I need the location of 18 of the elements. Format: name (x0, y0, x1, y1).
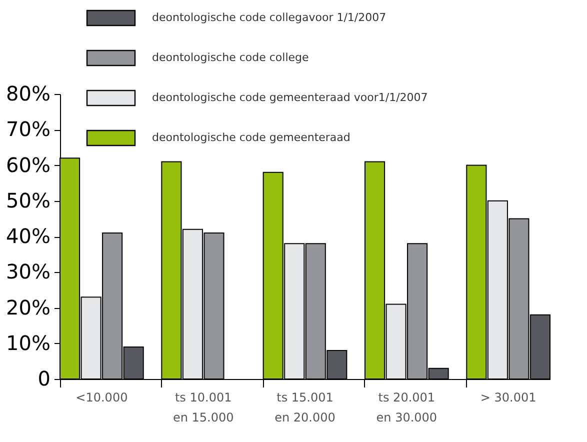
legend-label: deontologische code gemeenteraad voor1/1/2007 (152, 91, 428, 104)
legend-label: deontologische code collegavoor 1/1/2007 (152, 11, 386, 24)
x-tick-label: ts 20.001 en 30.000 (376, 390, 438, 424)
y-tick-label: 0 (38, 366, 50, 390)
legend-label: deontologische code gemeenteraad (152, 131, 350, 144)
y-tick-label: 50% (6, 188, 50, 212)
y-tick-label: 60% (6, 152, 50, 177)
y-tick-label: 70% (6, 117, 50, 142)
y-tick-label: 80% (6, 82, 50, 106)
y-tick-label: 10% (6, 330, 50, 355)
x-tick-label: <10.000 (76, 390, 128, 404)
y-tick-label: 30% (6, 260, 50, 284)
x-tick-label: > 30.001 (480, 390, 536, 404)
legend-label: deontologische code college (152, 51, 309, 64)
x-tick-label: ts 10.001 en 15.000 (172, 390, 234, 424)
x-tick-label: ts 15.001 en 20.000 (274, 390, 336, 424)
y-tick-label: 40% (6, 224, 50, 248)
y-tick-label: 20% (6, 295, 50, 320)
